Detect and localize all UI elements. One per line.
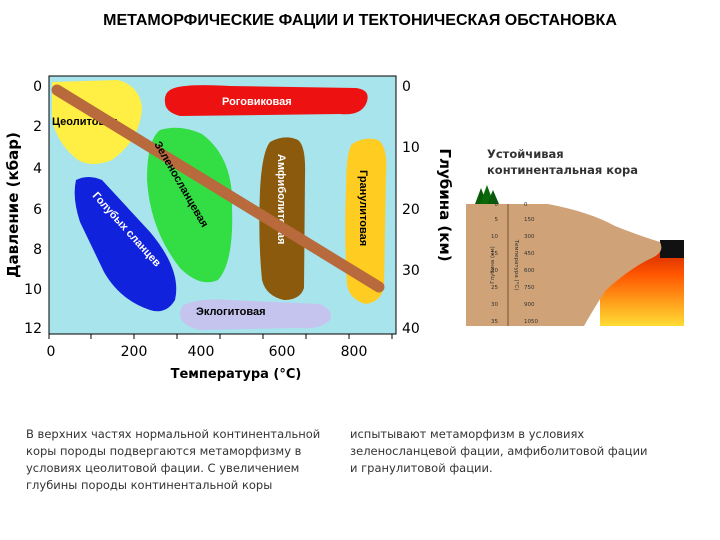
left-tick: 8 [33,242,42,258]
mantle-dark-layer [660,240,684,258]
depth-tick: 15 [491,251,498,257]
text-right: испытывают метаморфизм в условиях зелено… [350,426,690,477]
text-line: условиях цеолитовой фации. С увеличением [26,461,300,475]
granulite-label: Гранулитовая [357,170,369,246]
crust-diagram: Устойчивая континентальная кора 0 5 10 1… [466,147,684,326]
left-tick: 6 [33,202,42,218]
facies-chart: Цеолитовая Роговиковая Голубых сланцев А… [4,75,454,382]
temp-tick: 0 [524,202,528,208]
depth-tick: 5 [495,217,499,223]
x-tick: 600 [269,344,296,360]
x-tick: 800 [341,344,368,360]
x-tick: 400 [188,344,215,360]
text-left: В верхних частях нормальной континенталь… [26,426,346,494]
left-tick: 4 [33,161,42,177]
x-axis-label: Температура (°С) [171,367,302,382]
right-tick: 20 [402,202,420,218]
crust-title-line2: континентальная кора [487,163,638,177]
depth-tick: 35 [491,319,498,325]
tree-icon [475,185,499,204]
temp-tick: 900 [524,302,535,308]
granulite-region [345,138,387,304]
text-line: глубины породы континентальной коры [26,478,273,492]
text-line: и гранулитовой фации. [350,461,493,475]
left-tick: 2 [33,119,42,135]
page-title: МЕТАМОРФИЧЕСКИЕ ФАЦИИ И ТЕКТОНИЧЕСКАЯ ОБ… [103,12,617,29]
y-left-axis-label: Давление (кбар) [4,132,22,278]
eclogite-region [180,299,331,330]
temp-tick: 600 [524,268,535,274]
temp-tick: 1050 [524,319,538,325]
y-right-axis-label: Глубина (км) [436,148,454,261]
depth-tick: 0 [495,202,499,208]
left-tick: 12 [24,321,42,337]
eclogite-label: Эклогитовая [196,306,266,318]
x-tick: 0 [47,344,56,360]
blueschist-region [74,177,177,312]
left-tick: 10 [24,282,42,298]
temp-tick: 750 [524,285,535,291]
x-tick: 200 [121,344,148,360]
text-line: зеленосланцевой фации, амфиболитовой фац… [350,444,648,458]
chart-frame [48,75,397,335]
crust-title-line1: Устойчивая [487,147,564,161]
depth-tick: 10 [491,234,498,240]
right-axis: 0 10 20 30 40 [402,79,420,337]
hornfels-label: Роговиковая [222,96,292,108]
depth-tick: 30 [491,302,498,308]
geotherm-line [51,84,385,293]
crust-depth-label: Глубина (км) [490,246,496,284]
temp-tick: 150 [524,217,535,223]
hornfels-region [164,85,368,116]
crust-temp-label: Температура (°С) [513,239,519,291]
amphibolite-region [259,137,306,300]
greenschist-region [147,127,233,283]
crust-body [466,204,662,326]
left-axis: 0 2 4 6 8 10 12 [24,79,42,337]
right-tick: 40 [402,321,420,337]
depth-tick: 20 [491,268,498,274]
text-line: испытывают метаморфизм в условиях [350,427,585,441]
right-tick: 10 [402,140,420,156]
right-tick: 30 [402,263,420,279]
right-tick: 0 [402,79,411,95]
x-axis [48,334,393,339]
text-line: коры породы подвергаются метаморфизму в [26,444,302,458]
temp-tick: 450 [524,251,535,257]
text-line: В верхних частях нормальной континенталь… [26,427,321,441]
depth-tick: 25 [491,285,498,291]
temp-tick: 300 [524,234,535,240]
left-tick: 0 [33,79,42,95]
